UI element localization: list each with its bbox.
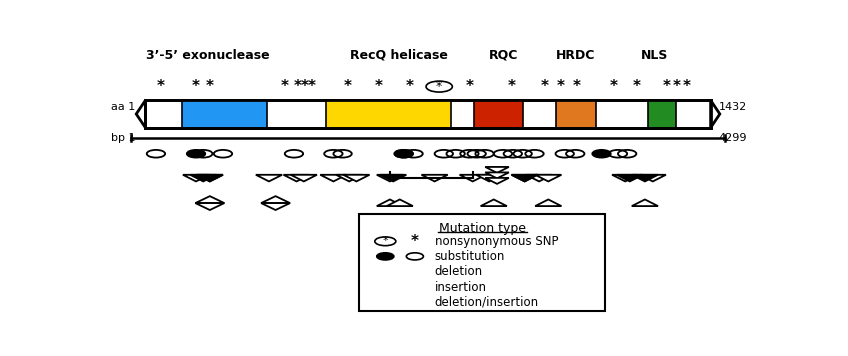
Polygon shape bbox=[183, 175, 209, 182]
Polygon shape bbox=[291, 175, 317, 182]
Bar bbox=[648, 100, 677, 128]
Text: *: * bbox=[557, 79, 565, 94]
Text: substitution: substitution bbox=[434, 250, 505, 263]
Text: *: * bbox=[633, 79, 641, 94]
Text: *: * bbox=[206, 79, 214, 94]
Text: *: * bbox=[375, 79, 382, 94]
Text: *: * bbox=[382, 236, 388, 246]
Text: insertion: insertion bbox=[434, 281, 487, 294]
Polygon shape bbox=[535, 199, 561, 206]
Polygon shape bbox=[511, 175, 538, 182]
Text: 1432: 1432 bbox=[718, 102, 747, 112]
Polygon shape bbox=[711, 100, 720, 128]
Text: *: * bbox=[572, 79, 581, 94]
Bar bbox=[556, 100, 595, 128]
Polygon shape bbox=[336, 175, 362, 182]
Polygon shape bbox=[321, 175, 347, 182]
Text: *: * bbox=[411, 234, 419, 249]
Text: 3’-5’ exonuclease: 3’-5’ exonuclease bbox=[146, 49, 270, 62]
Polygon shape bbox=[190, 175, 216, 182]
Polygon shape bbox=[261, 196, 290, 203]
Polygon shape bbox=[256, 175, 282, 182]
Polygon shape bbox=[388, 302, 411, 308]
Polygon shape bbox=[377, 199, 403, 206]
Polygon shape bbox=[476, 175, 502, 182]
Text: *: * bbox=[281, 79, 289, 94]
Polygon shape bbox=[404, 269, 426, 274]
Text: *: * bbox=[466, 79, 474, 94]
Polygon shape bbox=[481, 199, 507, 206]
Polygon shape bbox=[632, 175, 658, 182]
Polygon shape bbox=[526, 175, 552, 182]
Polygon shape bbox=[511, 175, 538, 182]
Polygon shape bbox=[387, 199, 413, 206]
Polygon shape bbox=[388, 297, 411, 302]
Text: *: * bbox=[300, 79, 309, 94]
Text: *: * bbox=[672, 79, 680, 94]
Polygon shape bbox=[639, 175, 666, 182]
Text: HRDC: HRDC bbox=[556, 49, 595, 62]
Text: NLS: NLS bbox=[641, 49, 668, 62]
Text: *: * bbox=[157, 79, 165, 94]
Polygon shape bbox=[380, 175, 406, 182]
Bar bbox=[648, 100, 677, 128]
Polygon shape bbox=[195, 203, 224, 210]
Circle shape bbox=[187, 150, 205, 158]
Text: 4299: 4299 bbox=[718, 133, 747, 143]
Text: deletion: deletion bbox=[434, 266, 483, 278]
Text: *: * bbox=[343, 79, 352, 94]
Polygon shape bbox=[535, 175, 561, 182]
Text: *: * bbox=[683, 79, 690, 94]
Text: *: * bbox=[294, 79, 302, 94]
Polygon shape bbox=[612, 175, 639, 182]
Text: *: * bbox=[541, 79, 549, 94]
Polygon shape bbox=[195, 196, 224, 203]
Polygon shape bbox=[485, 178, 509, 184]
Polygon shape bbox=[343, 175, 370, 182]
Bar bbox=[556, 100, 595, 128]
Bar bbox=[181, 100, 267, 128]
Text: deletion/insertion: deletion/insertion bbox=[434, 295, 538, 309]
Polygon shape bbox=[283, 175, 310, 182]
Polygon shape bbox=[375, 269, 396, 274]
Polygon shape bbox=[421, 175, 448, 182]
Text: RQC: RQC bbox=[489, 49, 518, 62]
Polygon shape bbox=[197, 175, 223, 182]
Text: *: * bbox=[662, 79, 671, 94]
Text: *: * bbox=[192, 79, 200, 94]
Circle shape bbox=[593, 150, 611, 158]
Text: *: * bbox=[610, 79, 617, 94]
Text: *: * bbox=[308, 79, 315, 94]
Text: nonsynonymous SNP: nonsynonymous SNP bbox=[434, 235, 558, 248]
Polygon shape bbox=[632, 199, 658, 206]
Text: Mutation type: Mutation type bbox=[438, 222, 526, 235]
Text: *: * bbox=[405, 79, 414, 94]
Polygon shape bbox=[460, 175, 486, 182]
Text: aa 1: aa 1 bbox=[111, 102, 136, 112]
Polygon shape bbox=[261, 203, 290, 210]
Circle shape bbox=[377, 253, 393, 260]
Polygon shape bbox=[389, 284, 410, 289]
Polygon shape bbox=[197, 175, 223, 182]
Circle shape bbox=[394, 150, 413, 158]
Text: *: * bbox=[508, 79, 516, 94]
Polygon shape bbox=[377, 175, 403, 182]
Bar bbox=[359, 214, 605, 312]
Text: RecQ helicase: RecQ helicase bbox=[349, 49, 448, 62]
Text: bp 1: bp 1 bbox=[111, 133, 136, 143]
Bar bbox=[474, 100, 523, 128]
Polygon shape bbox=[485, 167, 509, 173]
Polygon shape bbox=[616, 175, 643, 182]
Bar bbox=[146, 100, 711, 128]
Text: *: * bbox=[436, 80, 443, 93]
Bar bbox=[146, 100, 711, 128]
Bar bbox=[474, 100, 523, 128]
Polygon shape bbox=[485, 172, 509, 178]
Bar bbox=[326, 100, 451, 128]
Polygon shape bbox=[137, 100, 146, 128]
Bar bbox=[181, 100, 267, 128]
Bar bbox=[326, 100, 451, 128]
